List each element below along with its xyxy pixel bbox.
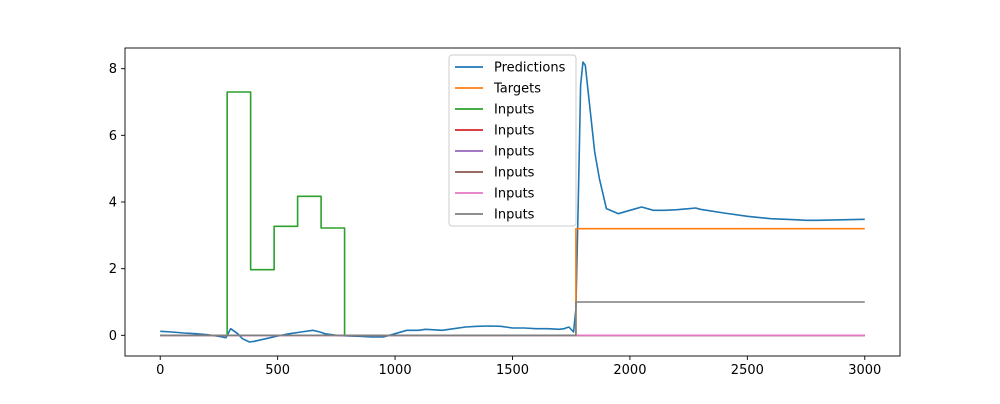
legend-label: Inputs <box>494 166 535 181</box>
series-line-1 <box>573 227 865 337</box>
x-tick-label: 3000 <box>848 363 881 378</box>
legend-label: Inputs <box>494 145 535 160</box>
x-tick-label: 1000 <box>379 363 412 378</box>
x-tick-label: 1500 <box>496 363 529 378</box>
y-tick-label: 6 <box>109 129 117 144</box>
legend-label: Inputs <box>494 187 535 202</box>
x-tick-label: 500 <box>265 363 290 378</box>
legend-label: Inputs <box>494 208 535 223</box>
legend-box <box>448 54 577 227</box>
legend: Predictions Targets Inputs Inputs Inputs Inpu… <box>448 54 577 227</box>
series-line-2 <box>160 91 865 337</box>
series-line-0 <box>160 61 865 343</box>
y-tick-label: 2 <box>109 262 117 277</box>
legend-label: Targets <box>493 82 541 97</box>
legend-label: Inputs <box>494 124 535 139</box>
legend-label: Inputs <box>494 103 535 118</box>
axes: 0 500 1000 1500 2000 2500 3000 0 2 4 6 8 <box>109 47 901 378</box>
x-tick-label: 2000 <box>613 363 646 378</box>
y-tick-label: 8 <box>109 62 117 77</box>
y-tick-label: 4 <box>109 196 117 211</box>
y-tick-label: 0 <box>109 329 117 344</box>
series-line-7 <box>160 301 865 337</box>
plot-area <box>160 61 865 343</box>
x-tick-label: 2500 <box>731 363 764 378</box>
x-tick-label: 0 <box>156 363 164 378</box>
legend-label: Predictions <box>494 61 566 76</box>
